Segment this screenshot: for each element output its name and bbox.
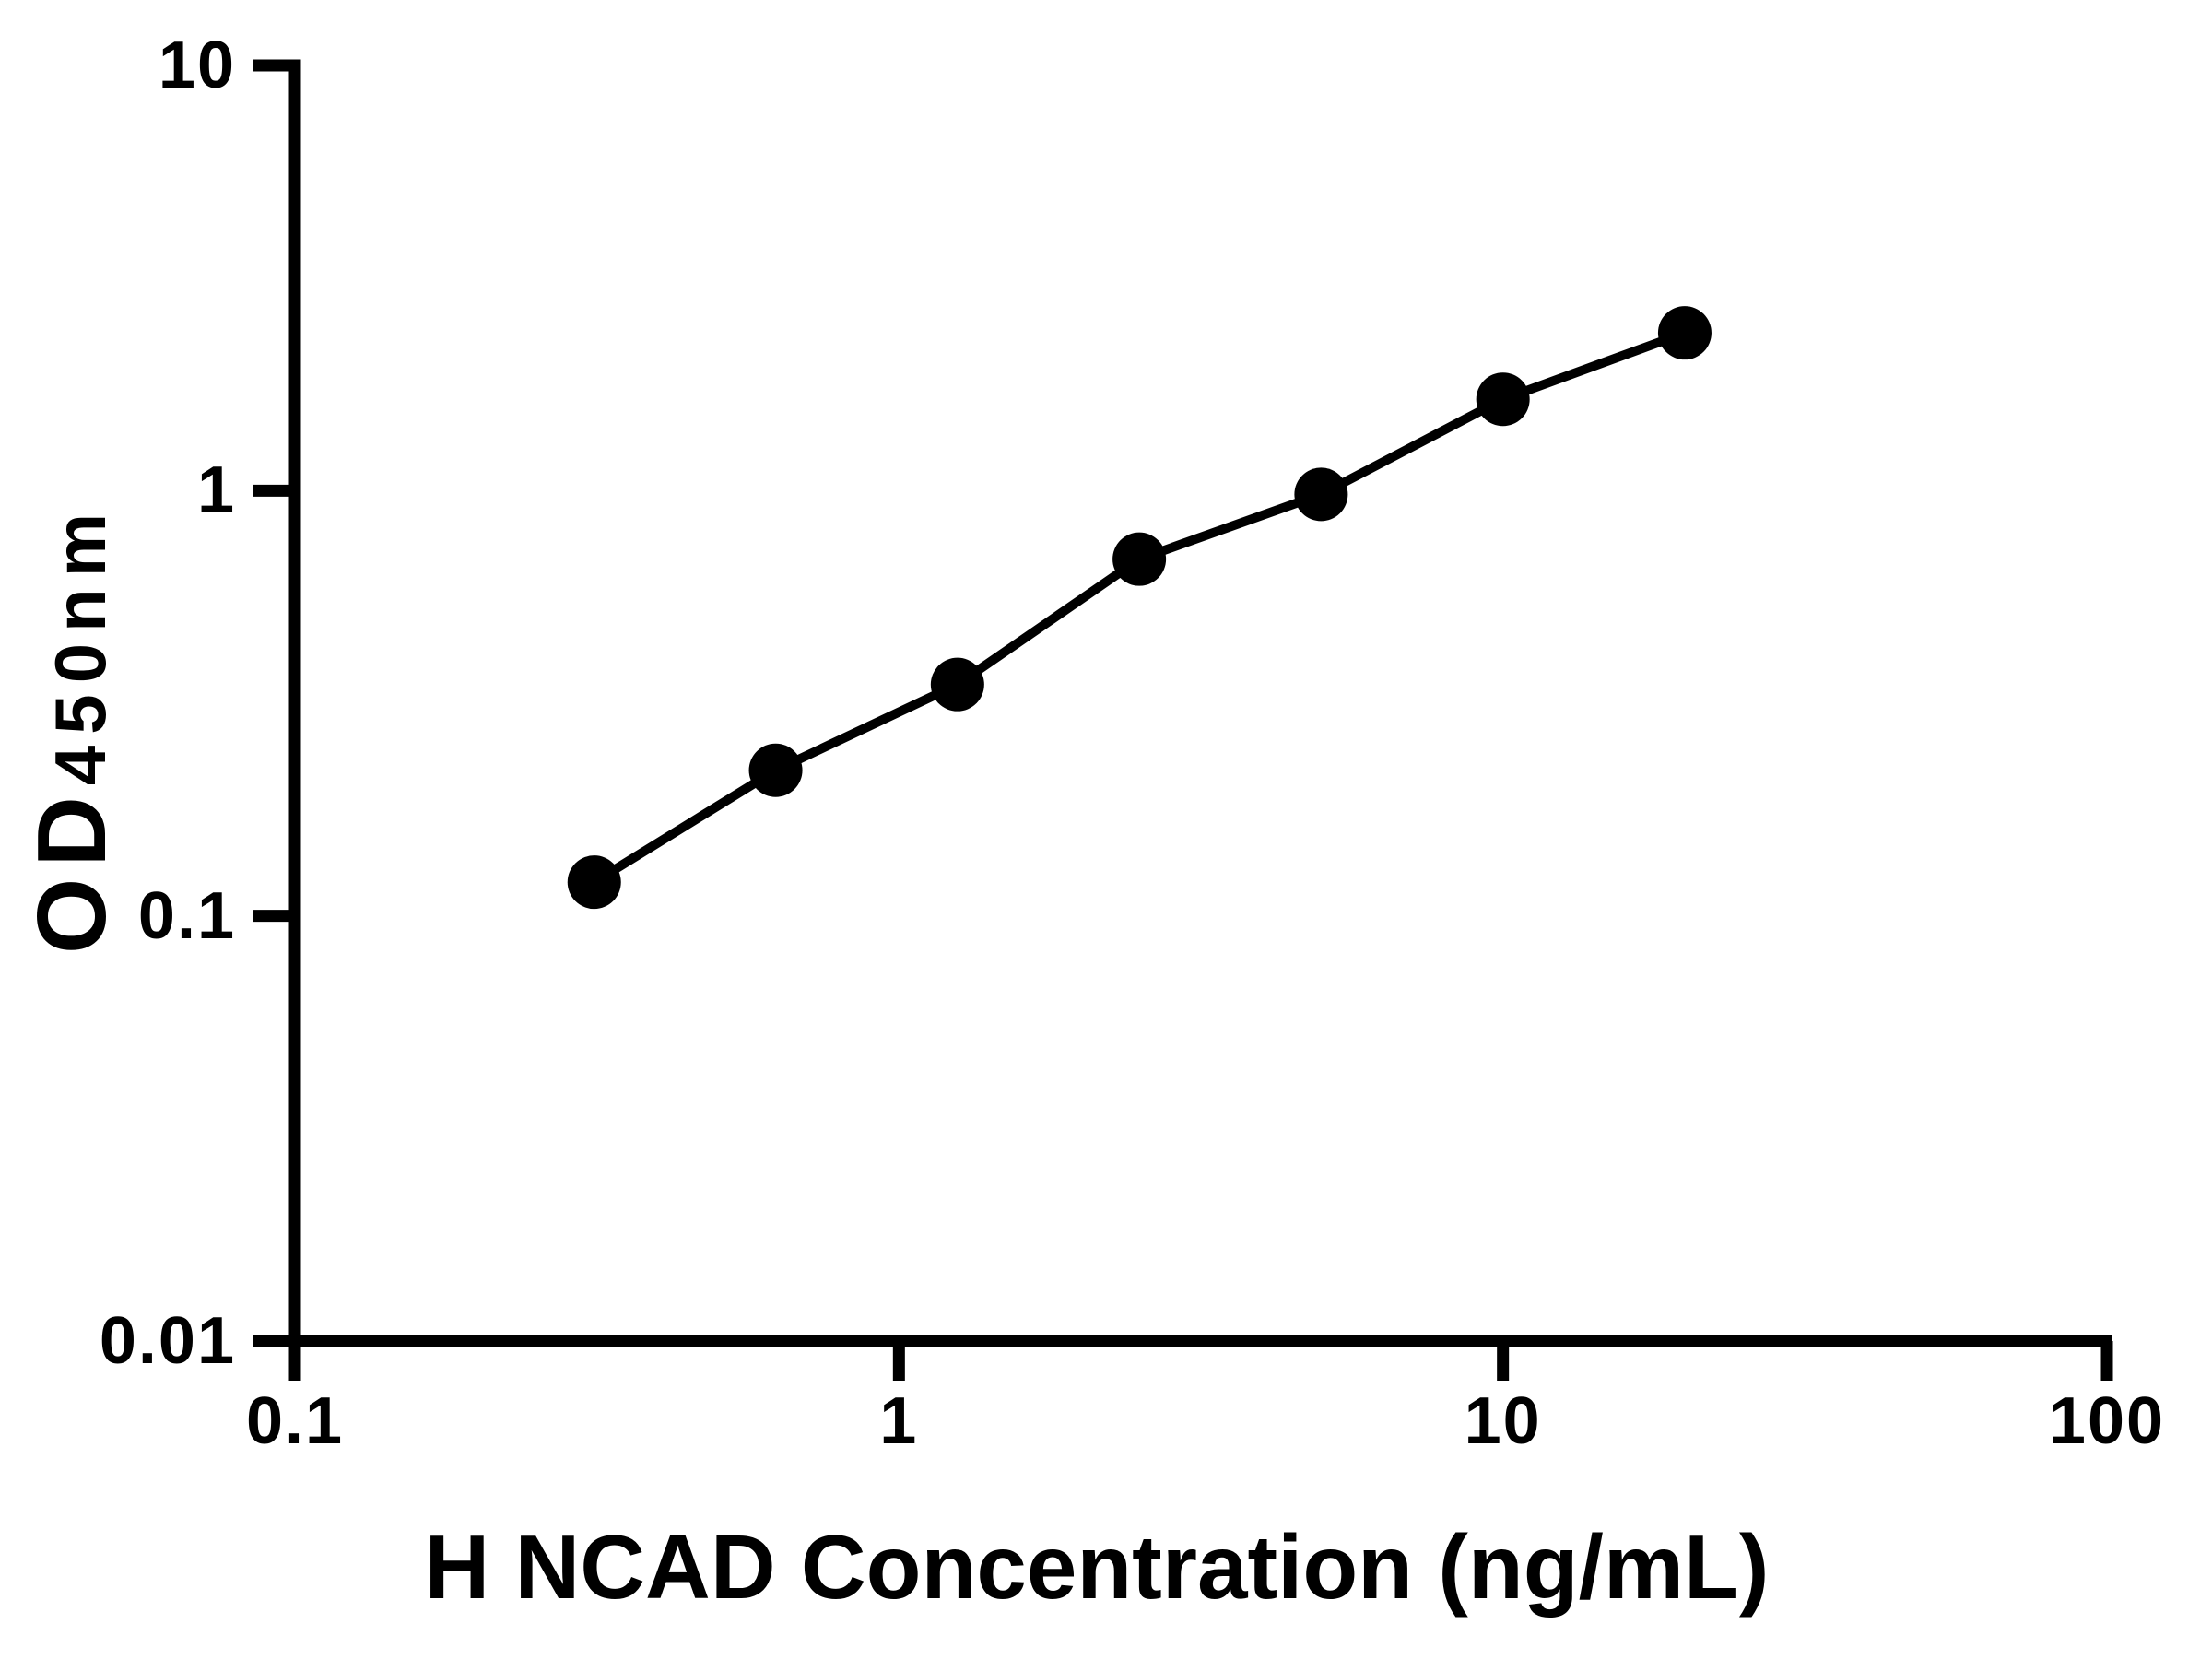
x-tick-label: 10 — [1464, 1384, 1542, 1458]
data-point — [930, 657, 984, 712]
x-tick-label: 0.1 — [245, 1384, 345, 1458]
data-point — [567, 855, 621, 910]
y-tick-label: 0.01 — [99, 1304, 236, 1378]
data-point — [1657, 306, 1712, 360]
data-point — [1294, 467, 1348, 522]
data-point — [748, 743, 803, 797]
y-axis-title-subscript: 450nm — [40, 501, 121, 786]
data-point — [1112, 532, 1167, 586]
y-tick-label: 10 — [158, 29, 236, 102]
data-point — [1476, 372, 1530, 427]
x-tick-label: 100 — [2048, 1384, 2166, 1458]
x-axis-title: H NCAD Concentration (ng/mL) — [424, 1516, 1770, 1618]
x-tick-label: 1 — [879, 1384, 919, 1458]
y-tick-label: 0.1 — [137, 878, 236, 953]
y-tick-label: 1 — [196, 453, 236, 528]
